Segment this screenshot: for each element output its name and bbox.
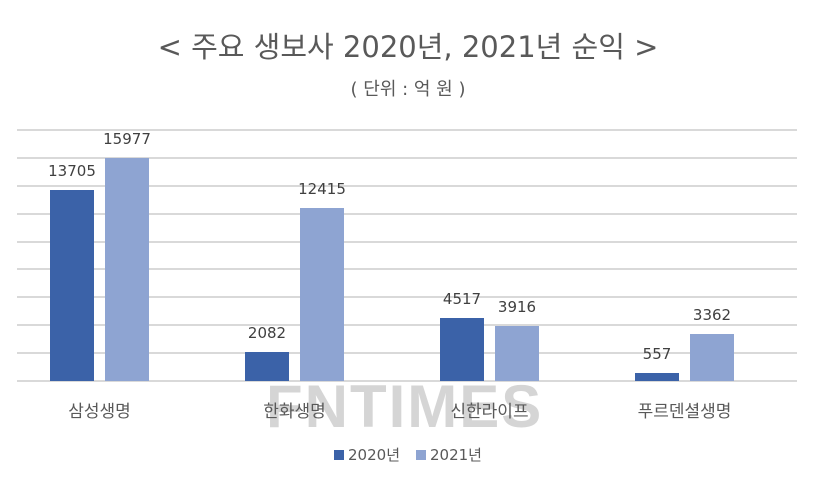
gridline bbox=[17, 324, 797, 327]
gridline bbox=[17, 268, 797, 271]
data-label: 12415 bbox=[298, 179, 346, 198]
data-label: 3362 bbox=[692, 306, 732, 325]
gridline bbox=[17, 129, 797, 131]
category-label: 삼성생명 bbox=[68, 402, 131, 422]
bar-2020년-삼성생명 bbox=[50, 189, 94, 381]
gridline bbox=[17, 352, 797, 355]
gridline bbox=[17, 212, 797, 215]
gridline bbox=[17, 156, 797, 159]
bar-2020년-푸르덴셜생명 bbox=[635, 373, 679, 381]
watermark: FNTIMES bbox=[266, 373, 544, 440]
gridline bbox=[17, 184, 797, 187]
gridline bbox=[17, 296, 797, 299]
data-label: 4517 bbox=[442, 290, 482, 308]
data-label: 2082 bbox=[247, 323, 287, 342]
category-label: 푸르덴셜생명 bbox=[637, 402, 732, 422]
bar-2020년-신한라이프 bbox=[440, 318, 484, 381]
bar-2021년-푸르덴셜생명 bbox=[690, 334, 734, 381]
bar-2021년-한화생명 bbox=[300, 207, 344, 381]
legend-swatch-icon bbox=[334, 449, 345, 460]
legend-item: 2020년 bbox=[334, 444, 400, 465]
bar-2020년-한화생명 bbox=[245, 351, 289, 381]
category-label: 한화생명 bbox=[263, 402, 326, 422]
chart-title: < 주요 생보사 2020년, 2021년 순익 > bbox=[157, 30, 659, 64]
legend-label: 2021년 bbox=[430, 446, 482, 464]
bar-2021년-신한라이프 bbox=[495, 326, 539, 381]
data-label: 3916 bbox=[497, 298, 537, 317]
legend: 2020년 2021년 bbox=[0, 444, 816, 465]
plot-area: 13705 15977 2082 12415 4517 3916 557 3362 bbox=[17, 129, 797, 382]
legend-swatch-icon bbox=[416, 449, 426, 460]
bar-2021년-삼성생명 bbox=[105, 158, 149, 381]
category-label: 신한라이프 bbox=[450, 402, 529, 422]
data-label: 15977 bbox=[103, 130, 151, 149]
legend-item: 2021년 bbox=[416, 444, 482, 465]
data-label: 13705 bbox=[48, 161, 96, 180]
data-label: 557 bbox=[642, 345, 672, 364]
gridline bbox=[17, 240, 797, 243]
chart-subtitle: ( 단위 : 억 원 ) bbox=[350, 79, 466, 100]
gridline bbox=[17, 380, 797, 382]
legend-label: 2020년 bbox=[348, 446, 400, 464]
